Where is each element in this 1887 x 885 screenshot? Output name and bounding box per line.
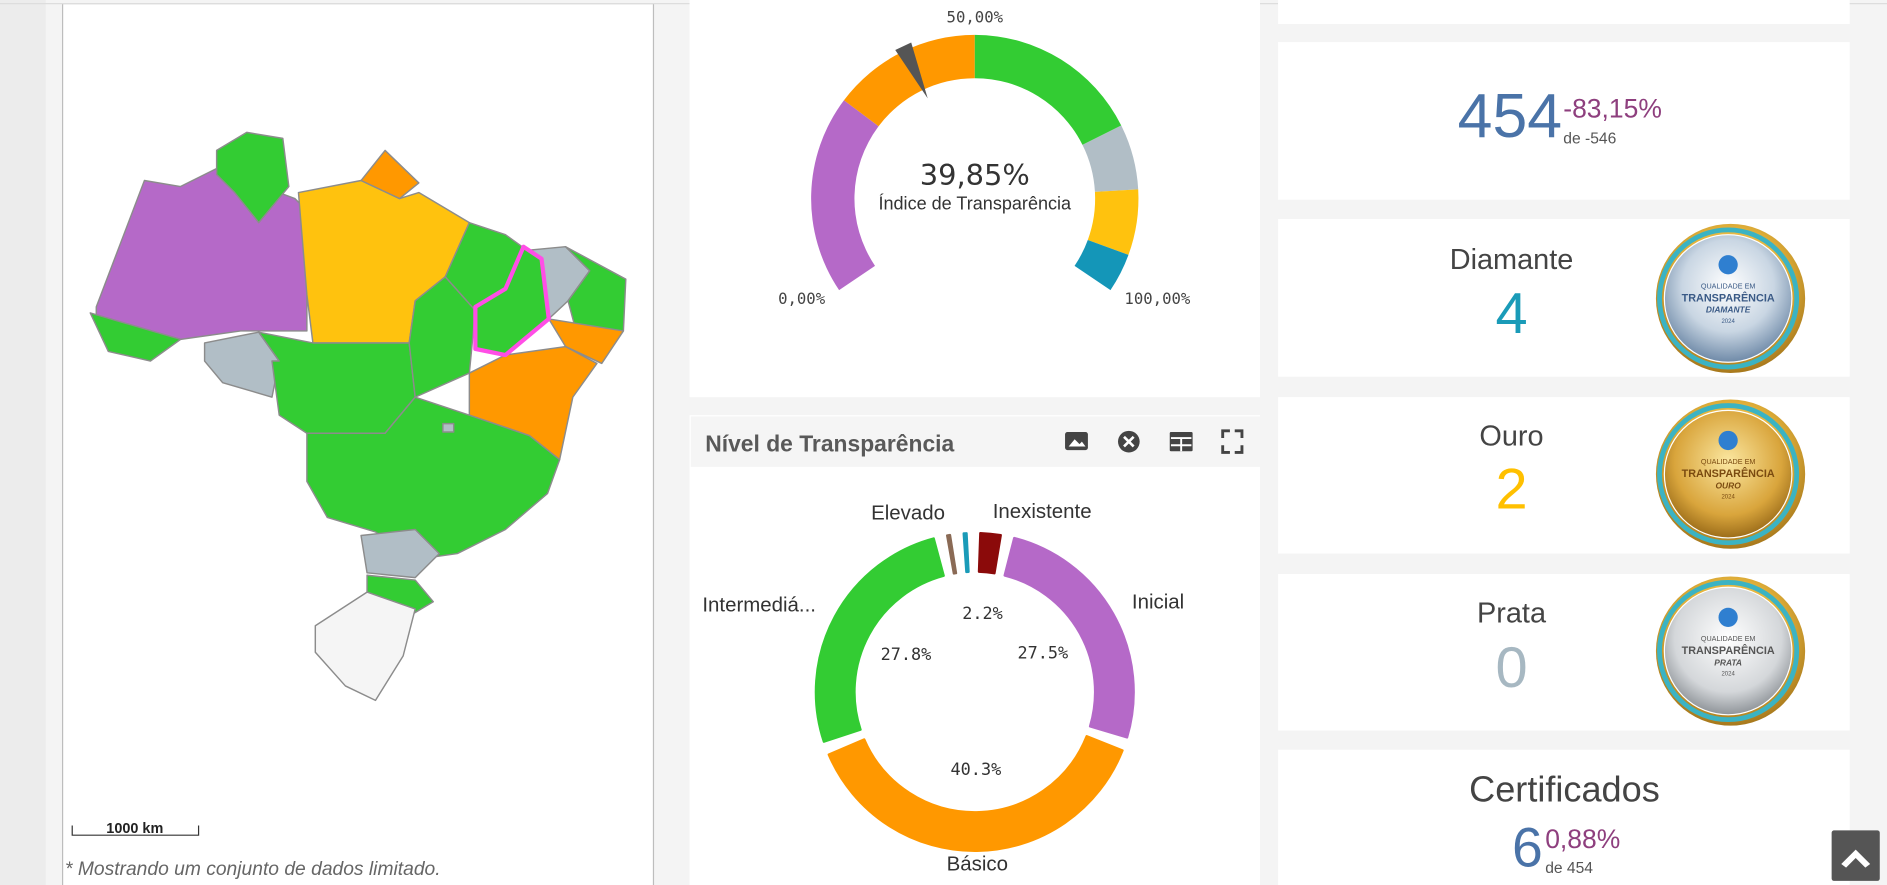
medal-tier: DIAMANTE [1706,305,1751,315]
donut-title: Nível de Transparência [705,430,954,456]
donut-category-label: Elevado [871,501,945,524]
donut-slice [977,532,1002,575]
kpi-card [1278,42,1850,200]
donut-slice [962,532,970,574]
medal-text: TRANSPARÊNCIA [1682,467,1775,480]
kpi-value: 454 [1458,81,1562,151]
medal-face [1663,409,1793,539]
medal-tier: OURO [1716,480,1742,490]
cert-value: 6 [1512,817,1543,879]
gauge-band [974,34,1122,145]
kpi-card [1278,749,1850,885]
cert-of: de 454 [1545,860,1593,877]
donut-slice [946,533,958,575]
medal-text: TRANSPARÊNCIA [1682,644,1775,657]
tier-count: 0 [1495,636,1527,700]
donut-slice [827,735,1124,853]
medal-text: QUALIDADE EM [1701,281,1756,290]
donut-category-label: Inicial [1132,590,1184,613]
gauge-value: 39,85% [920,158,1030,192]
gauge-band [843,34,975,127]
medal-text: QUALIDADE EM [1701,634,1756,643]
donut-slice [1003,536,1135,739]
donut-card-header [690,416,1261,467]
medal-year: 2024 [1721,672,1735,678]
medal-text: TRANSPARÊNCIA [1682,291,1775,304]
gauge-band [811,100,879,291]
donut-value-label: 2.2% [962,603,1003,623]
donut-value-label: 40.3% [951,759,1002,779]
tier-count: 4 [1495,282,1527,346]
kpi-of: de -546 [1563,131,1616,148]
donut-category-label: Intermediá... [702,594,816,617]
scale-label: 1000 km [106,821,163,837]
gauge-tick-label: 50,00% [947,8,1004,27]
scroll-top-button[interactable] [1831,830,1880,881]
gauge-tick-label: 100,00% [1124,289,1190,308]
donut-category-label: Inexistente [993,500,1092,523]
kpi-percent: -83,15% [1563,94,1662,124]
donut-slice [814,537,945,743]
scale-bar [71,825,200,836]
gauge-needle [895,42,928,99]
gauge-band [1074,239,1129,291]
medal-edge [1657,227,1800,370]
footnote: * Mostrando um conjunto de dados limitad… [65,859,441,880]
brazil-map [89,131,627,702]
medal-logo [1718,607,1738,627]
medal-logo [1718,430,1738,451]
fullscreen-icon[interactable] [1221,429,1244,454]
kpi-card [1278,0,1850,25]
tier-count: 2 [1495,458,1527,522]
donut-category-label: Básico [947,853,1008,876]
gauge-label: Índice de Transparência [878,193,1072,213]
table-icon[interactable] [1169,432,1193,452]
tier-name: Prata [1477,598,1547,630]
medal-text: QUALIDADE EM [1701,457,1756,466]
tier-name: Diamante [1450,244,1574,276]
close-icon[interactable] [1117,430,1140,453]
cert-title: Certificados [1469,768,1660,809]
medal-year: 2024 [1721,495,1735,501]
gauge-band [1082,125,1139,192]
gauge-band [1087,189,1139,255]
gauge-tick-label: 0,00% [778,289,826,308]
medal-tier: PRATA [1714,657,1742,667]
medal-year: 2024 [1721,319,1735,325]
medal-edge [1657,403,1800,546]
medal-face [1663,234,1793,363]
medal-edge [1657,580,1800,723]
cert-percent: 0,88% [1545,824,1620,854]
donut-value-label: 27.5% [1018,642,1069,662]
tier-name: Ouro [1479,421,1543,453]
medal-face [1663,586,1793,716]
left-gutter [0,0,46,885]
donut-value-label: 27.8% [881,644,932,664]
medal-logo [1718,255,1738,275]
image-icon[interactable] [1065,432,1088,451]
donut-card [689,415,1261,885]
